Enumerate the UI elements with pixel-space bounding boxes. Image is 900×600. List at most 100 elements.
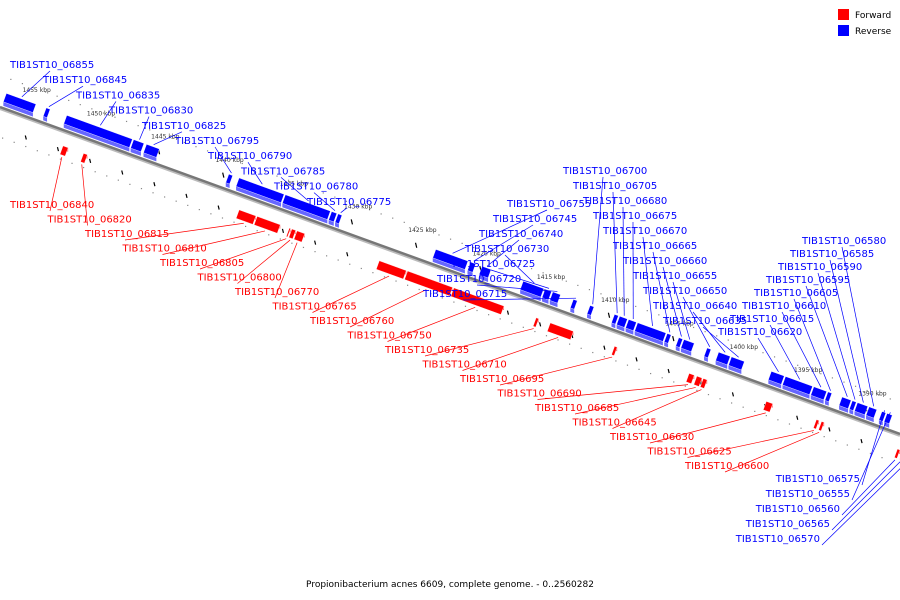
gene-label: TIB1ST10_06580 [801, 236, 886, 247]
forward-strand-dot [48, 154, 50, 156]
axis-tick-label: 1430 kbp [344, 204, 372, 211]
forward-strand-dot [626, 364, 629, 366]
reverse-strand-dot [56, 95, 58, 97]
reverse-strand-dot [345, 200, 348, 202]
gene-TIB1ST10_06665 [663, 333, 672, 348]
gene-label: TIB1ST10_06670 [602, 226, 687, 237]
gene-TIB1ST10_06785 [282, 194, 331, 224]
gene-TIB1ST10_06585 [854, 402, 869, 419]
gene-face [282, 194, 331, 220]
reverse-strand-dot [149, 129, 151, 131]
reverse-strand-dot [507, 259, 510, 261]
forward-strand-dot [117, 179, 119, 181]
gene-TIB1ST10_06650 [703, 347, 712, 362]
reverse-strand-dot [79, 104, 81, 106]
minor-tick [506, 310, 510, 315]
gene-face [680, 339, 695, 353]
gene-TIB1ST10_06560 [894, 448, 900, 459]
forward-strand-dot [94, 171, 96, 173]
reverse-strand-dot [253, 167, 255, 169]
gene-label: TIB1ST10_06730 [464, 244, 549, 255]
gene-TIB1ST10_06810 [253, 216, 281, 234]
gene-label: TIB1ST10_06605 [753, 288, 838, 299]
forward-strand-dot [650, 372, 652, 375]
label-leader [462, 297, 577, 301]
gene-label: TIB1ST10_06570 [735, 534, 820, 545]
reverse-strand-dot [577, 284, 579, 287]
gene-side [143, 152, 157, 162]
gene-TIB1ST10_06700 [586, 305, 595, 320]
gene-TIB1ST10_06790 [235, 177, 285, 207]
forward-strand-dot [707, 393, 710, 396]
gene-label: TIB1ST10_06590 [777, 262, 862, 273]
reverse-strand-dot [878, 394, 880, 396]
minor-tick [24, 135, 27, 140]
forward-strand-dot [777, 419, 779, 421]
genome-caption: Propionibacterium acnes 6609, complete g… [306, 580, 594, 590]
gene-side [715, 360, 728, 369]
forward-strand-dot [441, 297, 443, 299]
gene-side [728, 365, 742, 374]
gene-face [616, 315, 628, 328]
legend-reverse-swatch [838, 25, 849, 36]
gene-face [883, 413, 893, 424]
axis-tick-label: 1445 kbp [151, 134, 179, 141]
forward-strand-dot [59, 158, 62, 160]
gene-TIB1ST10_06755 [432, 249, 469, 274]
gene-TIB1ST10_06780 [328, 211, 338, 226]
minor-tick [635, 357, 638, 362]
gene-TIB1ST10_06800 [288, 228, 296, 240]
gene-face [59, 145, 69, 157]
gene-label: TIB1ST10_06825 [141, 121, 226, 132]
gene-label: TIB1ST10_06640 [652, 301, 737, 312]
forward-strand-dot [360, 267, 362, 270]
gene-label: TIB1ST10_06565 [745, 519, 830, 530]
forward-strand-dot [25, 145, 27, 148]
gene-label: TIB1ST10_06785 [240, 166, 325, 177]
gene-TIB1ST10_06620 [768, 371, 785, 389]
gene-label: TIB1ST10_06690 [497, 389, 582, 400]
gene-TIB1ST10_06685 [693, 375, 703, 387]
minor-tick [828, 427, 831, 432]
forward-strand-dot [812, 431, 814, 434]
gene-face [293, 230, 305, 243]
gene-label: TIB1ST10_06675 [592, 211, 677, 222]
gene-TIB1ST10_06720 [549, 291, 561, 308]
legend-reverse-label: Reverse [855, 27, 892, 37]
label-leader [851, 412, 891, 501]
label-leader [805, 285, 848, 397]
forward-strand-dot [661, 377, 663, 379]
gene-label: TIB1ST10_06735 [384, 345, 469, 356]
gene-face [467, 261, 476, 273]
gene-label: TIB1ST10_06790 [207, 151, 292, 162]
label-leader [452, 209, 548, 254]
axis-ticks: 1455 kbp 1450 kbp 1445 kbp 1440 kbp 1435 kbp… [23, 87, 887, 444]
forward-strand-dot [545, 335, 548, 337]
label-leader [274, 242, 298, 299]
reverse-strand-dot [172, 137, 174, 139]
reverse-strand-dot [739, 343, 741, 345]
forward-strand-dot [476, 309, 478, 312]
axis-tick-label: 1425 kbp [408, 227, 436, 234]
gene-TIB1ST10_06580 [865, 406, 878, 423]
gene-label: TIB1ST10_06575 [775, 474, 860, 485]
forward-strand-dot [511, 322, 513, 324]
gene-TIB1ST10_06645 [699, 378, 708, 389]
label-leader [649, 412, 766, 444]
reverse-strand-dot [438, 234, 440, 236]
gene-TIB1ST10_06855 [3, 93, 37, 117]
gene-label: TIB1ST10_06835 [75, 90, 160, 101]
forward-strand-dot [580, 347, 582, 349]
forward-strand-dot [638, 368, 640, 370]
reverse-strand-dot [357, 204, 359, 207]
gene-TIB1ST10_06655 [680, 339, 695, 356]
gene-face [549, 291, 561, 304]
gene-TIB1ST10_06770 [293, 230, 305, 243]
label-leader [622, 206, 625, 316]
gene-face [3, 93, 37, 113]
forward-strand-dot [175, 200, 177, 202]
gene-label: TIB1ST10_06745 [492, 214, 577, 225]
forward-strand-dot [765, 415, 767, 417]
gene-face [546, 322, 574, 341]
gene-TIB1ST10_06815 [235, 209, 257, 225]
